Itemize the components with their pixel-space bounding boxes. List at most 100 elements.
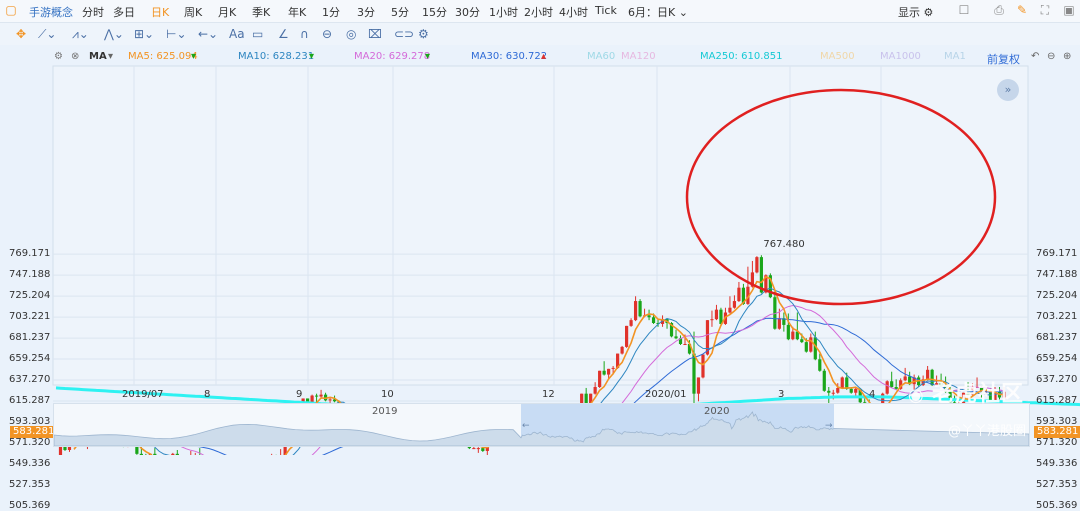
ma-legend-item[interactable]: MA10: 628.231: [238, 51, 315, 62]
grid-tool-icon[interactable]: ⊞⌄: [134, 27, 155, 41]
y-tick-label: 747.188: [1036, 269, 1078, 281]
candle-body: [827, 390, 831, 393]
period-tab[interactable]: Tick: [595, 4, 617, 17]
period-tab[interactable]: 月K: [218, 6, 237, 19]
candle-body: [678, 338, 683, 345]
expand-icon[interactable]: ⛶: [1040, 3, 1050, 17]
candle-body: [800, 339, 804, 343]
fullscreen-icon[interactable]: ▣: [1063, 3, 1075, 17]
y-tick-label: 615.287: [1036, 395, 1078, 407]
ma-legend-item[interactable]: MA120: [621, 51, 656, 62]
plot-background: [52, 65, 1029, 386]
top-toolbar: ▢ 手游概念 分时 多日 日K 周K 月K 季K 年K 1分 3分 5分 15分 30分 1小时 2小时 4…: [0, 0, 1080, 23]
period-tab[interactable]: 分时: [82, 6, 104, 19]
wave-tool-icon[interactable]: ⋀⌄: [104, 27, 124, 41]
chevron-down-icon: ⌄: [678, 6, 688, 19]
arrow-tool-icon[interactable]: ←⌄: [198, 27, 219, 41]
candle-body: [764, 275, 768, 293]
trend-arrow-icon: ▾: [191, 51, 197, 62]
close-icon[interactable]: ⊗: [71, 51, 80, 62]
current-price-right: 583.281: [1034, 425, 1080, 438]
text-tool-icon[interactable]: Aa: [229, 27, 245, 41]
time-navigator[interactable]: 2019 2020 ← →: [53, 403, 1030, 447]
x-tick-label: 12: [542, 389, 555, 400]
measure-tool-icon[interactable]: ⊢⌄: [166, 27, 187, 41]
ma-legend-item[interactable]: MA1000: [880, 51, 921, 62]
candle-body: [323, 394, 328, 401]
candle-body: [598, 370, 602, 387]
candle-body: [607, 368, 611, 375]
period-tab[interactable]: 季K: [252, 6, 271, 19]
chevron-down-icon[interactable]: ▾: [108, 51, 114, 62]
gear-icon: ⚙: [923, 6, 934, 19]
plus-icon[interactable]: ⊕: [1063, 51, 1072, 62]
square-icon[interactable]: ▢: [5, 3, 17, 17]
lock-icon[interactable]: ⊖: [322, 27, 333, 41]
y-tick-label: 681.237: [9, 332, 51, 344]
camera-icon[interactable]: ⎙: [994, 3, 1004, 17]
navigator-sparkline: [54, 411, 1029, 446]
edit-icon[interactable]: ✎: [1016, 3, 1028, 17]
polyline-tool-icon[interactable]: ⩘⌄: [72, 27, 89, 41]
period-tab[interactable]: 2小时: [524, 6, 553, 19]
angle-icon[interactable]: ∠: [278, 27, 289, 41]
candle-body: [840, 377, 844, 388]
period-tab[interactable]: 5分: [391, 6, 409, 19]
period-tab[interactable]: 1小时: [489, 6, 518, 19]
candle-body: [795, 331, 799, 340]
x-tick-label: 9: [296, 389, 303, 400]
y-tick-label: 637.270: [1036, 374, 1078, 386]
handle-left-icon[interactable]: ←: [522, 421, 530, 431]
eye-icon[interactable]: ◎: [346, 27, 357, 41]
undo-icon[interactable]: ↶: [1031, 51, 1040, 62]
candle-body: [701, 354, 705, 378]
candle-body: [602, 370, 606, 375]
navigator-area: [54, 411, 1029, 446]
candle-body: [481, 448, 485, 451]
settings-icon[interactable]: ⚙: [418, 27, 429, 41]
comment-icon[interactable]: ▭: [252, 27, 264, 41]
period-tab[interactable]: 周K: [184, 6, 203, 19]
minus-icon[interactable]: ⊖: [1047, 51, 1056, 62]
range-select[interactable]: 6月：日K ⌄: [628, 4, 688, 20]
adjust-label[interactable]: 前复权: [987, 53, 1020, 66]
trend-arrow-icon: ▾: [309, 51, 315, 62]
period-tab[interactable]: 多日: [113, 6, 135, 19]
current-price-left: 583.281: [10, 425, 58, 438]
crosshair-icon[interactable]: ✥: [16, 27, 27, 41]
candle-body: [647, 315, 651, 318]
checkbox-icon[interactable]: ☐: [958, 3, 970, 17]
y-tick-label: 681.237: [1036, 332, 1078, 344]
magnet-icon[interactable]: ∩: [300, 27, 309, 41]
period-tab[interactable]: 年K: [288, 6, 307, 19]
period-tab[interactable]: 4小时: [559, 6, 588, 19]
ma-legend-item[interactable]: MA30: 630.722: [471, 51, 548, 62]
y-tick-label: 505.369: [9, 500, 51, 511]
candle-body: [719, 309, 723, 324]
ma-legend-item[interactable]: MA60: [587, 51, 616, 62]
stock-title: 手游概念: [29, 6, 73, 19]
candle-body: [656, 323, 660, 325]
ma-legend-item[interactable]: MA250: 610.851: [700, 51, 783, 62]
period-tab[interactable]: 3分: [357, 6, 375, 19]
scroll-right-button[interactable]: »: [997, 79, 1019, 101]
period-tab[interactable]: 15分: [422, 6, 447, 19]
ma-legend-item[interactable]: MA20: 629.278: [354, 51, 431, 62]
trash-icon[interactable]: ⌧: [368, 27, 382, 41]
line-tool-icon[interactable]: ⟋⌄: [38, 27, 57, 41]
y-tick-label: 549.336: [9, 458, 51, 470]
period-tab[interactable]: 1分: [322, 6, 340, 19]
ma-legend-item[interactable]: MA5: 625.094: [128, 51, 198, 62]
candle-body: [768, 275, 772, 298]
ma-legend-item[interactable]: MA1: [944, 51, 966, 62]
candle-body: [476, 448, 480, 450]
display-menu[interactable]: 显示 ⚙: [898, 4, 933, 20]
ma-type[interactable]: MA: [89, 51, 107, 62]
period-tab[interactable]: 日K: [151, 6, 170, 19]
ma-legend-item[interactable]: MA500: [820, 51, 855, 62]
brand-text: 老虎社区: [931, 382, 1024, 407]
settings-icon[interactable]: ⚙: [54, 51, 63, 62]
handle-right-icon[interactable]: →: [825, 421, 833, 431]
period-tab[interactable]: 30分: [455, 6, 480, 19]
link-icon[interactable]: ⊂⊃: [394, 27, 415, 41]
